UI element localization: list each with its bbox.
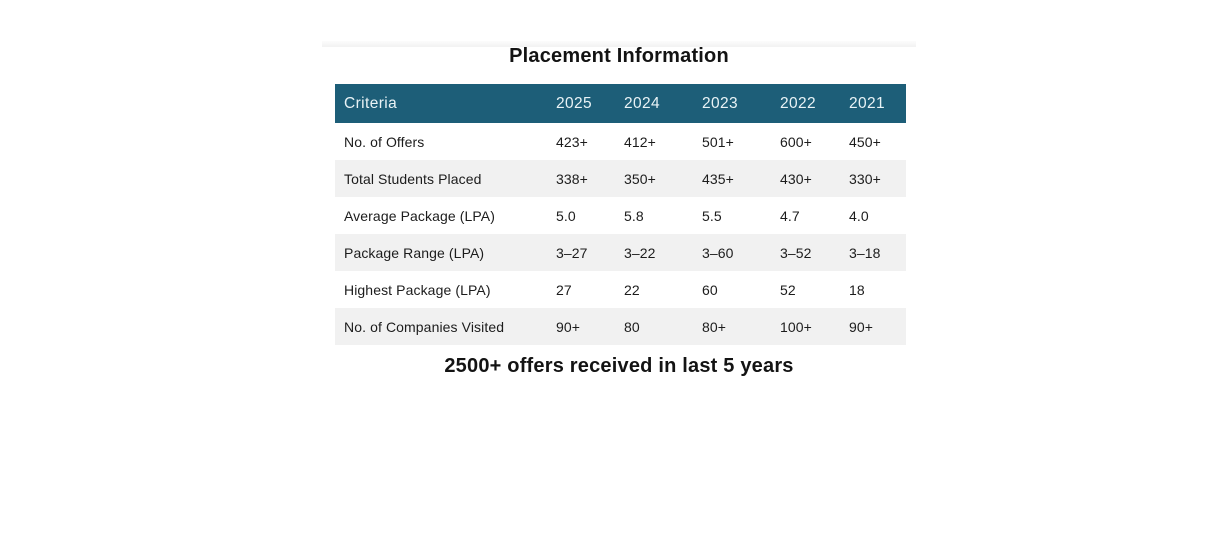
table-row: No. of Offers 423+ 412+ 501+ 600+ 450+	[335, 123, 906, 160]
table-row: Highest Package (LPA) 27 22 60 52 18	[335, 271, 906, 308]
table-cell: 3–60	[693, 234, 771, 271]
table-header-row: Criteria 2025 2024 2023 2022 2021	[335, 84, 906, 123]
table-cell: 90+	[547, 308, 615, 345]
column-header-year: 2022	[771, 84, 840, 123]
table-cell: 3–22	[615, 234, 693, 271]
table-row: Average Package (LPA) 5.0 5.8 5.5 4.7 4.…	[335, 197, 906, 234]
page-title: Placement Information	[509, 45, 729, 67]
table-cell: 80	[615, 308, 693, 345]
column-header-year: 2024	[615, 84, 693, 123]
row-label: Package Range (LPA)	[335, 234, 547, 271]
table-cell: 4.7	[780, 207, 800, 224]
placement-table: Criteria 2025 2024 2023 2022 2021 No. of…	[335, 84, 906, 345]
column-header-year: 2021	[840, 84, 906, 123]
column-header-year: 2023	[693, 84, 771, 123]
table-row: Total Students Placed 338+ 350+ 435+ 430…	[335, 160, 906, 197]
table-cell: 330+	[840, 160, 906, 197]
top-divider	[322, 41, 916, 47]
row-label: Highest Package (LPA)	[344, 281, 491, 298]
row-label: Total Students Placed	[335, 160, 547, 197]
table-cell: 27	[556, 281, 572, 298]
table-cell: 60	[702, 281, 718, 298]
table-cell: 5.5	[702, 207, 722, 224]
table-row: Package Range (LPA) 3–27 3–22 3–60 3–52 …	[335, 234, 906, 271]
row-label: No. of Companies Visited	[335, 308, 547, 345]
table-cell: 423+	[556, 133, 588, 150]
table-cell: 80+	[693, 308, 771, 345]
table-cell: 338+	[547, 160, 615, 197]
table-cell: 600+	[780, 133, 812, 150]
column-header-criteria: Criteria	[335, 84, 547, 123]
row-label: Average Package (LPA)	[344, 207, 496, 224]
table-cell: 430+	[771, 160, 840, 197]
table-cell: 5.8	[624, 207, 644, 224]
placement-section: Placement Information Criteria 2025 2024…	[322, 41, 916, 383]
table-cell: 450+	[849, 133, 881, 150]
table-cell: 3–18	[840, 234, 906, 271]
table-cell: 52	[780, 281, 796, 298]
table-cell: 412+	[624, 133, 656, 150]
table-cell: 22	[624, 281, 640, 298]
table-cell: 3–52	[771, 234, 840, 271]
table-row: No. of Companies Visited 90+ 80 80+ 100+…	[335, 308, 906, 345]
table-cell: 90+	[840, 308, 906, 345]
table-cell: 5.0	[556, 207, 576, 224]
table-cell: 3–27	[547, 234, 615, 271]
table-cell: 100+	[771, 308, 840, 345]
table-cell: 18	[849, 281, 865, 298]
row-label: No. of Offers	[344, 133, 425, 150]
column-header-year: 2025	[547, 84, 615, 123]
table-cell: 501+	[702, 133, 734, 150]
table-cell: 435+	[693, 160, 771, 197]
table-cell: 4.0	[849, 207, 869, 224]
table-caption: 2500+ offers received in last 5 years	[444, 355, 794, 377]
table-cell: 350+	[615, 160, 693, 197]
